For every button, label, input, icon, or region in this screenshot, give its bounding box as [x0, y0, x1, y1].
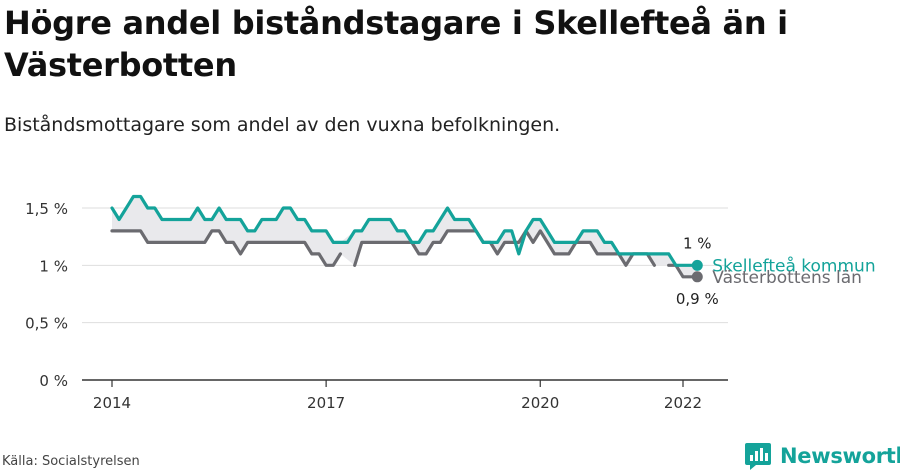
newsworthy-logo-icon: [745, 443, 771, 470]
series-end-value-vasterbotten: 0,9 %: [676, 290, 719, 308]
series-end-value-skelleftea: 1 %: [683, 234, 712, 252]
x-tick-label: 2014: [93, 394, 131, 412]
y-tick-label: 1,5 %: [25, 200, 68, 218]
chart-title: Högre andel biståndstagare i Skellefteå …: [4, 4, 788, 84]
x-tick-label: 2017: [307, 394, 345, 412]
series-end-dot-skelleftea: [691, 259, 703, 271]
series-end-dot-vasterbotten: [691, 271, 703, 283]
series-name-vasterbotten: Västerbottens län: [712, 268, 862, 288]
series-name-skelleftea: Skellefteå kommun: [712, 255, 875, 276]
series-line-skelleftea: [110, 194, 699, 267]
x-tick-label: 2022: [664, 394, 702, 412]
x-tick-label: 2020: [521, 394, 559, 412]
brand-logo[interactable]: Newsworthy: [744, 440, 900, 472]
chart-subtitle: Biståndsmottagare som andel av den vuxna…: [4, 114, 561, 136]
series-gap-area: [112, 196, 698, 277]
source-note: Källa: Socialstyrelsen: [2, 454, 140, 469]
y-tick-label: 0 %: [39, 372, 68, 390]
y-tick-label: 1 %: [39, 257, 68, 275]
brand-name: Newsworthy: [780, 444, 900, 468]
y-tick-label: 0,5 %: [25, 315, 68, 333]
